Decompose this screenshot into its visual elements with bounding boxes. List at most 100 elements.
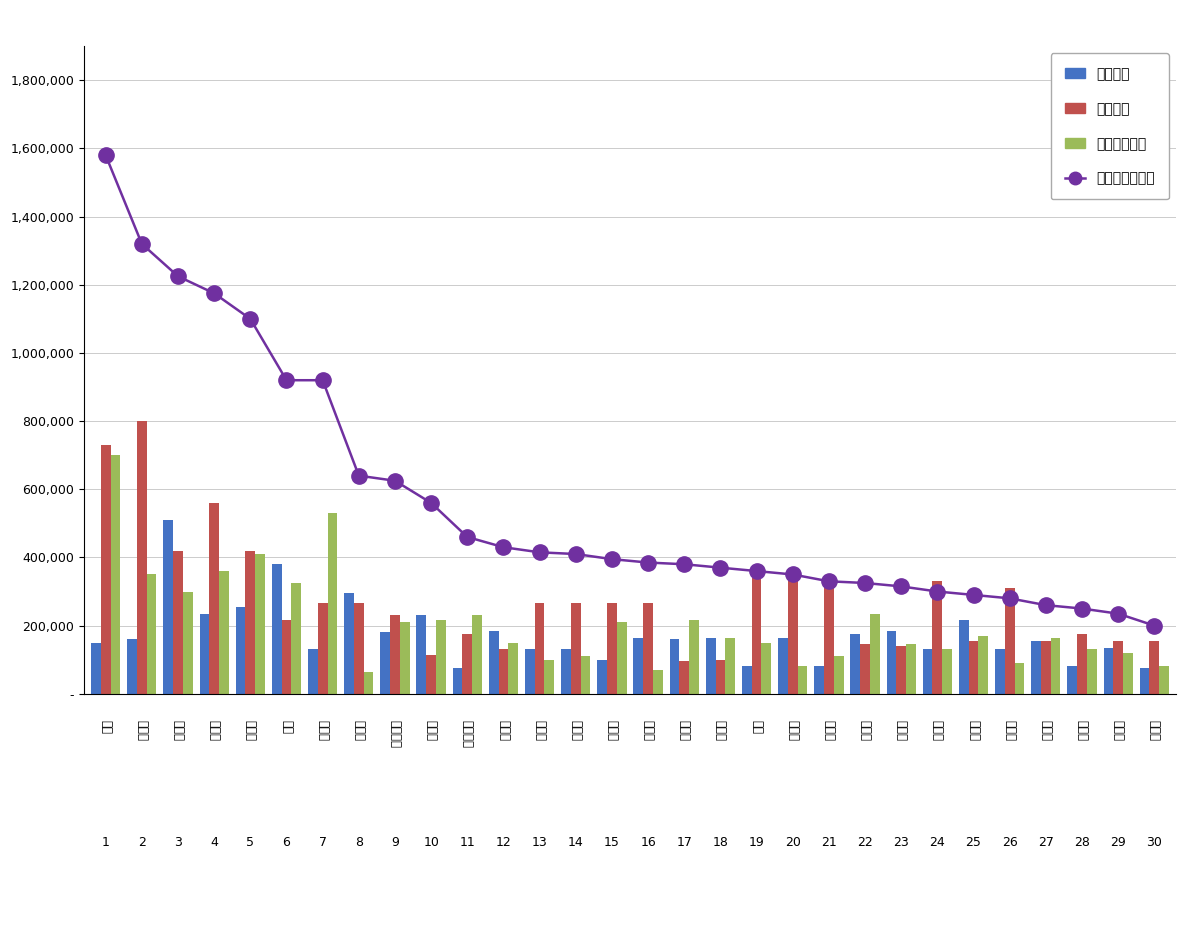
Bar [778, 637, 788, 694]
Bar [344, 593, 354, 694]
Text: 9: 9 [391, 836, 398, 849]
Bar [932, 581, 942, 694]
Bar [798, 667, 808, 694]
Bar [292, 583, 301, 694]
Text: 4: 4 [210, 836, 218, 849]
Bar [562, 649, 571, 694]
Text: 정우성: 정우성 [642, 720, 654, 741]
Bar [1159, 667, 1169, 694]
Bar [256, 554, 265, 694]
Text: 이상민: 이상민 [822, 720, 835, 741]
Bar [182, 591, 193, 694]
Text: 차은우: 차은우 [967, 720, 980, 741]
Text: 유재석: 유재석 [208, 720, 221, 741]
Text: 8: 8 [355, 836, 362, 849]
Bar [1014, 663, 1025, 694]
Bar [679, 661, 689, 694]
Bar [1150, 641, 1159, 694]
Bar [364, 672, 373, 694]
Text: 공유: 공유 [100, 720, 112, 734]
Bar [995, 649, 1004, 694]
Bar [788, 580, 798, 694]
Bar [545, 660, 554, 694]
Bar [380, 633, 390, 694]
Text: 3: 3 [174, 836, 182, 849]
Bar [488, 631, 498, 694]
Bar [942, 649, 952, 694]
Text: 박보검: 박보검 [569, 720, 582, 741]
Text: 로운: 로운 [750, 720, 763, 734]
Text: 6: 6 [282, 836, 290, 849]
Text: 16: 16 [641, 836, 656, 849]
Text: 2: 2 [138, 836, 145, 849]
Text: 양준일: 양준일 [172, 720, 185, 741]
Bar [354, 603, 364, 694]
Bar [272, 564, 282, 694]
Bar [1040, 641, 1051, 694]
Bar [1140, 668, 1150, 694]
Bar [959, 621, 968, 694]
Bar [834, 656, 844, 694]
Bar [1104, 648, 1114, 694]
Bar [390, 615, 400, 694]
Bar [91, 643, 101, 694]
Text: 박서준: 박서준 [1003, 720, 1016, 741]
Text: 30: 30 [1146, 836, 1163, 849]
Text: 19: 19 [749, 836, 764, 849]
Bar [725, 637, 736, 694]
Text: 마동석: 마동석 [786, 720, 799, 741]
Bar [581, 656, 590, 694]
Text: 이병헌: 이병헌 [316, 720, 329, 741]
Bar [860, 645, 870, 694]
Bar [968, 641, 978, 694]
Text: 21: 21 [821, 836, 836, 849]
Bar [742, 667, 751, 694]
Bar [715, 660, 725, 694]
Bar [426, 655, 436, 694]
Text: 이시언: 이시언 [1075, 720, 1088, 741]
Text: 1: 1 [102, 836, 109, 849]
Bar [462, 635, 472, 694]
Bar [670, 639, 679, 694]
Text: 13: 13 [532, 836, 547, 849]
Text: 15: 15 [604, 836, 620, 849]
Bar [598, 660, 607, 694]
Bar [498, 649, 509, 694]
Bar [101, 445, 110, 694]
Text: 신동엽: 신동엽 [931, 720, 944, 741]
Bar [634, 637, 643, 694]
Bar [328, 513, 337, 694]
Bar [137, 421, 146, 694]
Text: 11: 11 [460, 836, 475, 849]
Text: 28: 28 [1074, 836, 1090, 849]
Text: 18: 18 [713, 836, 728, 849]
Text: 백종원: 백종원 [136, 720, 149, 741]
Bar [1004, 588, 1014, 694]
Text: 이민호: 이민호 [1148, 720, 1160, 741]
Bar [824, 580, 834, 694]
Text: 서장훈: 서장훈 [533, 720, 546, 741]
Text: 12: 12 [496, 836, 511, 849]
Text: 24: 24 [930, 836, 946, 849]
Bar [1031, 641, 1040, 694]
Bar [246, 550, 256, 694]
Bar [235, 607, 246, 694]
Text: 10: 10 [424, 836, 439, 849]
Text: 5: 5 [246, 836, 254, 849]
Bar [1078, 635, 1087, 694]
Bar [653, 670, 662, 694]
Bar [209, 503, 220, 694]
Bar [896, 646, 906, 694]
Text: 장성규: 장성규 [678, 720, 691, 741]
Bar [887, 631, 896, 694]
Text: 현빈: 현빈 [280, 720, 293, 734]
Bar [815, 667, 824, 694]
Text: 7: 7 [319, 836, 326, 849]
Text: 20: 20 [785, 836, 800, 849]
Text: 권상우: 권상우 [425, 720, 438, 741]
Bar [163, 520, 173, 694]
Bar [870, 613, 880, 694]
Bar [146, 574, 156, 694]
Bar [762, 643, 772, 694]
Bar [524, 649, 535, 694]
